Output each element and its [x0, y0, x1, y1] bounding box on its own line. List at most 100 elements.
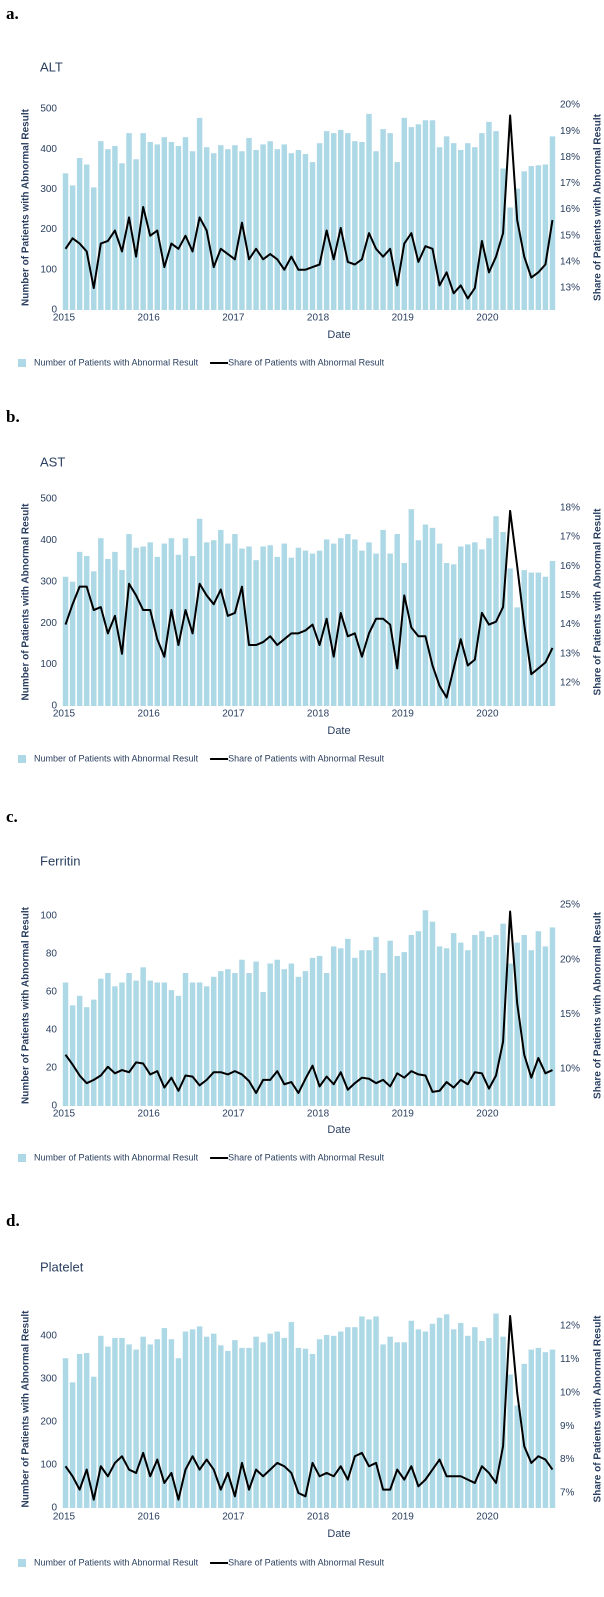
- line: [64, 910, 553, 1094]
- panel-label: c.: [6, 807, 18, 826]
- bar: [458, 1322, 464, 1508]
- bar: [465, 544, 471, 706]
- bar: [119, 982, 125, 1106]
- bar: [507, 568, 513, 706]
- bar: [345, 534, 351, 706]
- bar: [387, 940, 393, 1106]
- bar: [281, 144, 288, 310]
- bar: [154, 144, 160, 310]
- bar: [401, 563, 407, 706]
- bar: [408, 509, 415, 706]
- bar: [253, 961, 259, 1106]
- bar: [366, 950, 372, 1106]
- bar: [69, 1382, 76, 1508]
- y-tick-label: 100: [40, 659, 57, 670]
- bar: [479, 1340, 485, 1508]
- x-tick-label: 2016: [138, 1109, 161, 1120]
- x-tick-label: 2018: [307, 709, 330, 720]
- bar: [274, 556, 280, 706]
- bar: [175, 146, 182, 310]
- bar: [443, 948, 450, 1106]
- bar: [465, 143, 471, 310]
- bar: [154, 982, 160, 1106]
- bar: [83, 1007, 90, 1106]
- y2-tick-label: 10%: [560, 1387, 580, 1398]
- chart-title: Platelet: [40, 1259, 84, 1274]
- bar: [330, 543, 337, 706]
- legend-label: Number of Patients with Abnormal Result: [34, 1152, 199, 1162]
- y2-tick-label: 10%: [560, 1064, 580, 1075]
- bar: [211, 153, 217, 310]
- bar: [394, 534, 400, 706]
- bar: [330, 1335, 337, 1508]
- y-tick-label: 0: [51, 1101, 57, 1112]
- bar: [500, 1336, 506, 1508]
- y2-tick-label: 15%: [560, 590, 580, 601]
- bar: [528, 1349, 535, 1508]
- x-tick-label: 2019: [392, 1109, 415, 1120]
- bar: [373, 151, 379, 310]
- bar: [394, 162, 400, 310]
- bar: [486, 1337, 492, 1508]
- bar: [535, 165, 542, 310]
- bar: [429, 921, 436, 1106]
- line: [64, 509, 554, 699]
- x-tick-label: 2019: [392, 709, 415, 720]
- bar: [415, 540, 422, 706]
- bar: [246, 137, 252, 310]
- bar: [352, 141, 358, 310]
- bar: [408, 935, 415, 1106]
- bar: [330, 946, 337, 1106]
- bar: [500, 168, 506, 310]
- legend-label: Number of Patients with Abnormal Result: [34, 753, 199, 763]
- bar: [549, 927, 556, 1106]
- bar: [429, 120, 436, 311]
- bar: [535, 572, 542, 706]
- bar: [338, 948, 344, 1106]
- bar: [239, 548, 245, 706]
- y2-tick-label: 20%: [560, 100, 580, 111]
- y2-tick-label: 19%: [560, 126, 580, 137]
- y2-tick-label: 17%: [560, 532, 580, 543]
- bar: [98, 538, 104, 706]
- bar: [91, 1376, 97, 1508]
- bar: [225, 543, 231, 706]
- y-axis-label: Number of Patients with Abnormal Result: [21, 1310, 32, 1508]
- bar: [147, 1344, 153, 1508]
- bar: [218, 529, 224, 706]
- bar: [309, 162, 316, 310]
- panel-label: a.: [6, 4, 19, 23]
- y-axis-label: Number of Patients with Abnormal Result: [21, 108, 32, 306]
- bar: [161, 543, 168, 706]
- bar: [514, 607, 520, 706]
- bar: [542, 946, 549, 1106]
- bar: [366, 113, 372, 310]
- bar: [112, 1337, 118, 1508]
- bar: [288, 1322, 295, 1508]
- bar: [521, 171, 527, 310]
- y-tick-label: 20: [46, 1063, 58, 1074]
- bar: [472, 147, 478, 310]
- bar: [542, 164, 549, 310]
- y-tick-label: 300: [40, 184, 57, 195]
- bar: [274, 149, 280, 310]
- bar: [91, 187, 97, 310]
- bar: [189, 151, 196, 310]
- bar: [196, 518, 203, 706]
- bar: [472, 542, 478, 706]
- bar: [316, 1339, 323, 1508]
- bar: [189, 1329, 196, 1508]
- bar: [126, 534, 132, 706]
- bar: [514, 1405, 520, 1508]
- x-tick-label: 2015: [53, 313, 76, 324]
- chart-title: Ferritin: [40, 853, 80, 868]
- bar: [267, 963, 273, 1106]
- bar: [246, 973, 252, 1106]
- legend-label: Share of Patients with Abnormal Result: [228, 753, 385, 763]
- y-tick-label: 500: [40, 493, 57, 504]
- bar: [218, 971, 224, 1106]
- bar: [373, 553, 379, 706]
- x-tick-label: 2015: [53, 709, 76, 720]
- bar: [62, 982, 69, 1106]
- bar: [443, 563, 450, 706]
